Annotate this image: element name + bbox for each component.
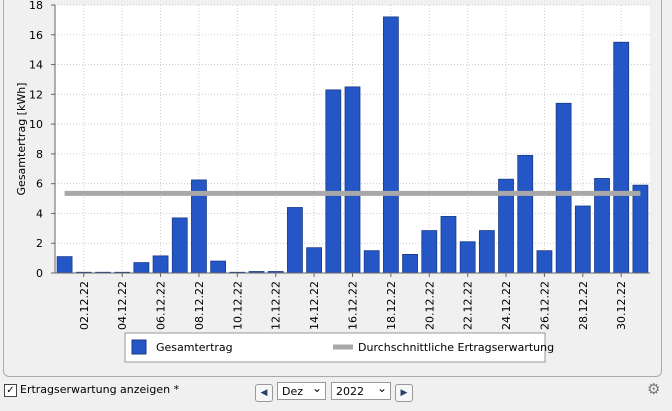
bar [574, 205, 591, 274]
legend-label: Gesamtertrag [156, 341, 233, 354]
x-tick-label: 12.12.22 [270, 281, 283, 330]
bar [421, 230, 438, 274]
bar [517, 154, 534, 274]
chart: Gesamtertrag [kWh] 0 2 4 6 8 10 12 14 16 18 02.12.… [15, 0, 650, 363]
bar [287, 207, 303, 274]
month-select[interactable]: Dez [277, 379, 326, 400]
bar [555, 102, 572, 274]
bar [402, 253, 418, 274]
bar [56, 256, 73, 274]
x-tick-label: 04.12.22 [116, 281, 129, 330]
y-tick-label: 8 [36, 148, 43, 161]
y-tick-label: 18 [29, 0, 43, 12]
y-axis-label: Gesamtertrag [kWh] [15, 83, 28, 196]
y-tick-label: 2 [36, 237, 43, 250]
x-tick-label: 16.12.22 [347, 281, 360, 330]
prev-button[interactable]: ◀ [255, 384, 273, 402]
x-tick-label: 02.12.22 [78, 281, 91, 330]
bar [210, 260, 227, 274]
next-button[interactable]: ▶ [395, 384, 413, 402]
x-tick-label: 24.12.22 [500, 281, 513, 330]
x-tick-label: 26.12.22 [538, 281, 551, 330]
y-tick-label: 6 [36, 178, 43, 191]
bar [363, 250, 380, 274]
y-tick-label: 16 [29, 29, 43, 42]
bar [440, 216, 457, 274]
y-tick-label: 14 [29, 59, 43, 72]
bar [383, 16, 399, 274]
x-tick-label: 10.12.22 [231, 281, 244, 330]
x-tick-label: 06.12.22 [155, 281, 168, 330]
legend-label: Durchschnittliche Ertragserwartung [358, 341, 554, 354]
bar [344, 86, 361, 274]
bar [632, 184, 649, 274]
y-tick-label: 12 [29, 88, 43, 101]
y-tick-label: 0 [36, 267, 43, 280]
x-tick-label: 14.12.22 [308, 281, 321, 330]
bar [478, 230, 495, 274]
bar [459, 241, 476, 274]
bar [325, 89, 342, 274]
checkbox-label: Ertragserwartung anzeigen * [20, 383, 180, 396]
checkbox[interactable]: ✓ [4, 384, 17, 397]
x-tick-label: 22.12.22 [462, 281, 475, 330]
bar [306, 247, 322, 274]
settings-icon[interactable]: ⚙ [647, 380, 661, 398]
legend-swatch [131, 339, 147, 355]
x-tick-label: 18.12.22 [385, 281, 398, 330]
x-tick-label: 20.12.22 [423, 281, 436, 330]
bar [613, 41, 630, 274]
y-tick-label: 10 [29, 118, 43, 131]
x-tick-label: 08.12.22 [193, 281, 206, 330]
bar [171, 217, 188, 274]
x-tick-label: 30.12.22 [615, 281, 628, 330]
bar [133, 262, 150, 274]
y-tick-label: 4 [36, 207, 43, 220]
x-tick-label: 28.12.22 [577, 281, 590, 330]
bar [536, 250, 553, 274]
year-select[interactable]: 2022 [331, 379, 391, 400]
bar [152, 255, 169, 274]
